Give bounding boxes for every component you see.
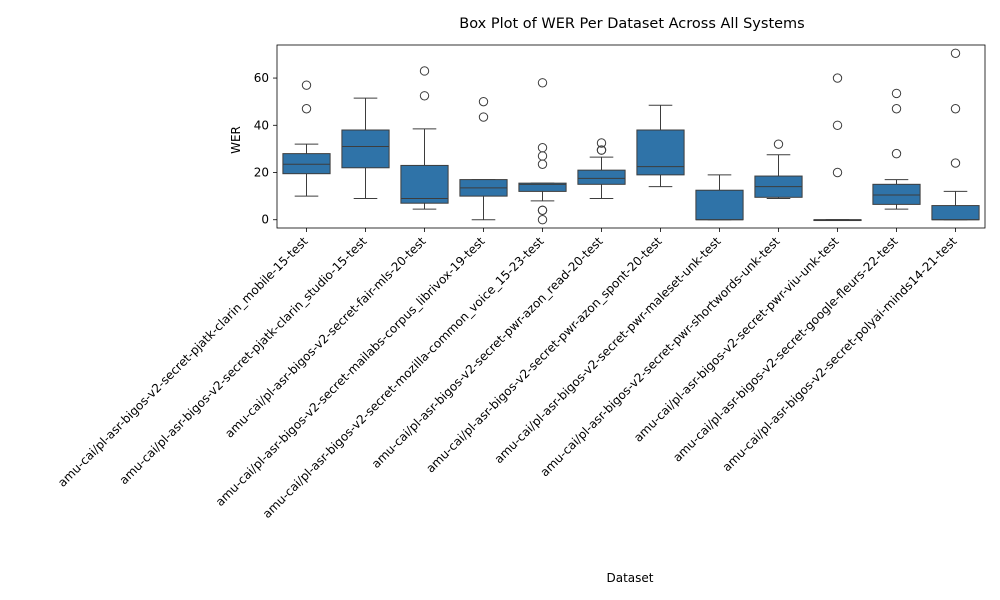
outlier-point — [596, 145, 607, 155]
outlier-point — [478, 96, 489, 107]
iqr-box — [518, 182, 567, 192]
iqr-box — [872, 183, 921, 205]
y-tick-label: 0 — [261, 213, 269, 227]
chart-title: Box Plot of WER Per Dataset Across All S… — [459, 16, 804, 32]
outlier-point — [537, 205, 548, 215]
iqr-box — [931, 205, 980, 221]
iqr-box — [636, 129, 685, 176]
outlier-point — [537, 78, 548, 88]
outlier-point — [419, 91, 430, 101]
outlier-point — [832, 120, 843, 130]
outlier-point — [596, 138, 607, 148]
outlier-point — [537, 159, 548, 169]
y-tick-label: 40 — [254, 118, 269, 132]
x-tick-label: amu-cai/pl-asr-bigos-v2-secret-mozilla-c… — [260, 234, 547, 521]
x-axis-label: Dataset — [607, 571, 654, 585]
outlier-point — [419, 66, 430, 76]
x-tick-label: amu-cai/pl-asr-bigos-v2-secret-mailabs-c… — [213, 234, 488, 509]
plot-area-frame — [276, 44, 986, 229]
iqr-box — [577, 169, 626, 185]
x-tick-label: amu-cai/pl-asr-bigos-v2-secret-pwr-viu-u… — [631, 234, 842, 445]
x-tick-label: amu-cai/pl-asr-bigos-v2-secret-google-fl… — [670, 234, 901, 465]
outlier-point — [478, 112, 489, 122]
x-tick-label: amu-cai/pl-asr-bigos-v2-secret-fair-mls-… — [222, 234, 429, 441]
outlier-point — [537, 143, 548, 153]
iqr-box — [400, 164, 449, 204]
iqr-box — [282, 153, 331, 175]
iqr-box — [695, 189, 744, 221]
outlier-point — [950, 104, 961, 114]
iqr-box — [341, 129, 390, 169]
outlier-point — [891, 88, 902, 99]
outlier-point — [950, 158, 961, 168]
outlier-point — [891, 148, 902, 159]
outlier-point — [537, 151, 548, 161]
y-axis-label: WER — [229, 126, 243, 154]
outlier-point — [891, 104, 902, 114]
outlier-point — [301, 80, 312, 90]
x-tick-label: amu-cai/pl-asr-bigos-v2-secret-pwr-males… — [492, 234, 724, 466]
y-tick-label: 20 — [254, 166, 269, 180]
outlier-point — [537, 215, 548, 225]
outlier-point — [950, 48, 961, 58]
outlier-point — [832, 73, 843, 83]
outlier-point — [773, 139, 784, 149]
outlier-point — [301, 104, 312, 114]
y-tick-label: 60 — [254, 71, 269, 85]
outlier-point — [832, 167, 843, 178]
